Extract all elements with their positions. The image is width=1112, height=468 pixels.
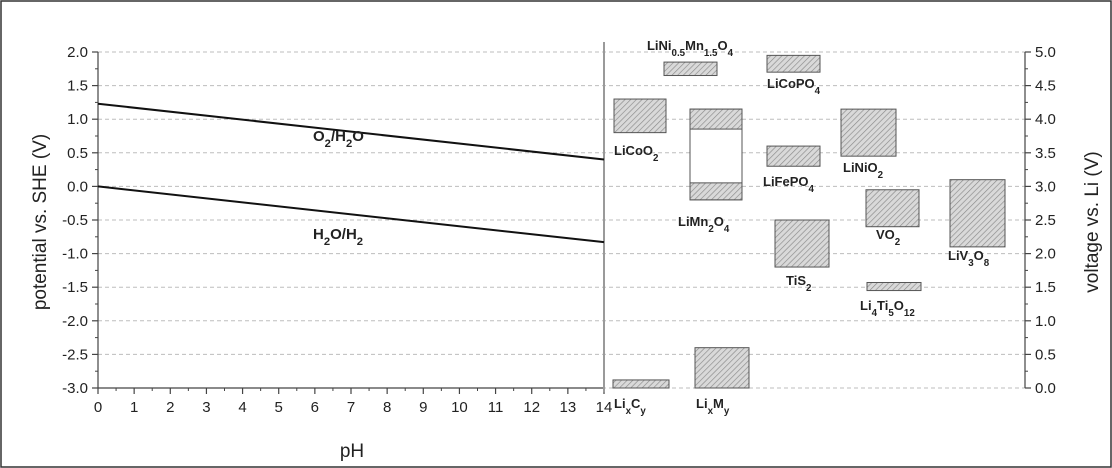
material-label: VO2	[876, 227, 901, 248]
x-tick-label: 4	[238, 399, 246, 416]
material-box-lower-plateau	[689, 182, 743, 201]
material-box-fill	[766, 145, 821, 167]
y-right-tick-label: 3.0	[1035, 178, 1056, 195]
y-left-tick-label: 1.5	[67, 78, 88, 95]
material-box-fill	[865, 189, 920, 228]
y-left-tick-label: -1.0	[62, 246, 88, 263]
y-right-tick-label: 0.0	[1035, 380, 1056, 397]
y-right-tick-label: 5.0	[1035, 44, 1056, 61]
material-box: TiS2	[774, 219, 830, 294]
y-right-tick-label: 1.0	[1035, 313, 1056, 330]
material-box-fill	[949, 179, 1006, 248]
y-right-tick-label: 4.5	[1035, 78, 1056, 95]
material-label: LixMy	[696, 396, 730, 417]
y-left-tick-label: 0.5	[67, 145, 88, 162]
x-tick-label: 5	[275, 399, 283, 416]
x-tick-label: 8	[383, 399, 391, 416]
x-tick-label: 12	[523, 399, 540, 416]
material-box-fill	[866, 281, 922, 292]
material-label: LiCoPO4	[767, 76, 821, 97]
x-axis-title: pH	[340, 441, 364, 462]
y-right-axis-title: voltage vs. Li (V)	[1082, 151, 1103, 293]
material-box-upper-plateau	[689, 108, 743, 130]
material-box: Li4Ti5O12	[860, 281, 922, 319]
material-label: LiCoO2	[614, 143, 659, 164]
material-box-fill	[840, 108, 897, 157]
material-label: LiFePO4	[763, 174, 815, 195]
materials: LiNi0.5Mn1.5O4 LiCoPO4 LiCoO2 LiMn2O4 LiFePO…	[612, 38, 1006, 417]
redox-line	[97, 102, 605, 161]
y-left-axis-title: potential vs. SHE (V)	[30, 134, 51, 310]
y-left-tick-label: 1.0	[67, 111, 88, 128]
material-box: LiV3O8	[948, 179, 1006, 269]
y-left-tick-label: 2.0	[67, 44, 88, 61]
y-right-tick-label: 2.5	[1035, 212, 1056, 229]
y-right-tick-label: 0.5	[1035, 346, 1056, 363]
material-box-fill	[613, 98, 667, 134]
material-box: LixCy	[612, 379, 670, 417]
y-left-tick-label: -1.5	[62, 279, 88, 296]
material-box: LiFePO4	[763, 145, 821, 195]
material-box: LiCoO2	[613, 98, 667, 164]
material-box: VO2	[865, 189, 920, 248]
material-label: LiMn2O4	[678, 214, 730, 235]
material-label: TiS2	[786, 273, 812, 294]
axes: 2.0 1.5 1.0 0.5 0.0 -0.5 -1.0 -1.5 -2.0 -2.5 -3.0 0…	[62, 42, 1056, 416]
x-tick-label: 1	[130, 399, 138, 416]
y-right-tick-label: 2.0	[1035, 246, 1056, 263]
x-tick-label: 7	[347, 399, 355, 416]
y-right-tick-label: 1.5	[1035, 279, 1056, 296]
x-tick-label: 13	[560, 399, 577, 416]
redox-line-label: H2O/H2	[313, 226, 363, 248]
y-left-tick-label: -2.0	[62, 313, 88, 330]
y-right-tick-label: 4.0	[1035, 111, 1056, 128]
material-box: LiCoPO4	[766, 54, 821, 97]
redox-lines: O2/H2O H2O/H2	[97, 102, 605, 248]
material-box-fill	[663, 61, 718, 77]
y-right-tick-label: 3.5	[1035, 145, 1056, 162]
x-tick-label: 10	[451, 399, 468, 416]
y-left-tick-label: -0.5	[62, 212, 88, 229]
redox-line-label: O2/H2O	[313, 128, 364, 150]
x-tick-label: 3	[202, 399, 210, 416]
material-label: LixCy	[614, 396, 646, 417]
material-label: Li4Ti5O12	[860, 298, 915, 319]
material-box-fill	[766, 54, 821, 73]
material-box-fill	[612, 379, 670, 389]
y-left-tick-label: -3.0	[62, 380, 88, 397]
material-label: LiNiO2	[843, 160, 884, 181]
material-box: LiNi0.5Mn1.5O4	[647, 38, 734, 77]
material-label: LiNi0.5Mn1.5O4	[647, 38, 734, 59]
y-left-tick-label: 0.0	[67, 178, 88, 195]
material-box: LixMy	[694, 347, 750, 417]
x-tick-label: 9	[419, 399, 427, 416]
material-box: LiMn2O4	[678, 108, 743, 235]
x-tick-label: 6	[311, 399, 319, 416]
x-tick-label: 2	[166, 399, 174, 416]
y-left-tick-label: -2.5	[62, 346, 88, 363]
material-box: LiNiO2	[840, 108, 897, 181]
redox-line	[97, 185, 605, 244]
material-box-fill	[694, 347, 750, 389]
x-tick-label: 14	[596, 399, 613, 416]
x-tick-label: 11	[488, 399, 504, 416]
material-box-fill	[774, 219, 830, 268]
material-label: LiV3O8	[948, 248, 990, 269]
x-tick-label: 0	[94, 399, 102, 416]
